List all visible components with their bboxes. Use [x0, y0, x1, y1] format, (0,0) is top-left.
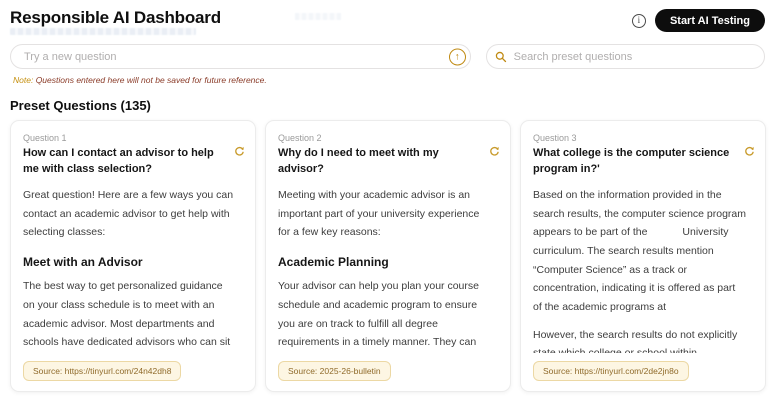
- answer-paragraph: Based on the information provided in the…: [533, 188, 747, 314]
- new-question-input[interactable]: [10, 44, 471, 69]
- answer-scroll-area[interactable]: Great question! Here are a few ways you …: [23, 186, 243, 353]
- answer-paragraph: Your advisor can help you plan your cour…: [278, 280, 479, 349]
- redacted-text: [295, 13, 341, 20]
- question-number-label: Question 2: [278, 133, 322, 144]
- answer-subheading: Academic Planning: [278, 255, 389, 270]
- answer-paragraph: Meeting with your academic advisor is an…: [278, 188, 480, 239]
- question-card-2: Question 2 Why do I need to meet with my…: [265, 120, 511, 393]
- question-card-1: Question 1 How can I contact an advisor …: [10, 120, 256, 393]
- refresh-icon[interactable]: [234, 146, 245, 157]
- header-actions: i Start AI Testing: [631, 9, 765, 32]
- answer-paragraph: Great question! Here are a few ways you …: [23, 188, 234, 239]
- preset-questions-heading: Preset Questions (135): [10, 98, 151, 114]
- search-preset-input[interactable]: [485, 44, 766, 69]
- source-badge[interactable]: Source: https://tinyurl.com/2de2jn8o: [533, 361, 689, 382]
- arrow-up-icon: ↑: [454, 51, 460, 62]
- question-title: How can I contact an advisor to help me …: [23, 147, 214, 175]
- redacted-text: [10, 28, 196, 35]
- start-ai-testing-button[interactable]: Start AI Testing: [654, 9, 765, 32]
- refresh-icon[interactable]: [744, 146, 755, 157]
- search-input-wrap: [485, 44, 766, 69]
- answer-paragraph: However, the search results do not expli…: [533, 328, 738, 353]
- preset-question-cards: Question 1 How can I contact an advisor …: [0, 120, 776, 393]
- answer-subheading: Meet with an Advisor: [23, 255, 143, 270]
- question-number-label: Question 3: [533, 133, 577, 144]
- question-number-label: Question 1: [23, 133, 67, 144]
- answer-scroll-area[interactable]: Based on the information provided in the…: [533, 186, 753, 353]
- answer-paragraph: The best way to get personalized guidanc…: [23, 280, 231, 349]
- refresh-icon[interactable]: [489, 146, 500, 157]
- question-card-3: Question 3 What college is the computer …: [520, 120, 766, 393]
- search-icon: [495, 51, 507, 63]
- source-badge[interactable]: Source: 2025-26-bulletin: [278, 361, 391, 382]
- question-title: What college is the computer science pro…: [533, 147, 730, 175]
- answer-scroll-area[interactable]: Meeting with your academic advisor is an…: [278, 186, 498, 353]
- page-title: Responsible AI Dashboard: [10, 8, 221, 27]
- note-body: Questions entered here will not be saved…: [33, 75, 267, 85]
- submit-question-button[interactable]: ↑: [448, 48, 466, 65]
- new-question-input-wrap: ↑: [10, 44, 471, 69]
- inputs-row: ↑: [0, 32, 776, 69]
- note-text: Note: Questions entered here will not be…: [0, 69, 776, 85]
- question-title: Why do I need to meet with my advisor?: [278, 147, 439, 175]
- source-badge[interactable]: Source: https://tinyurl.com/24n42dh8: [23, 361, 182, 382]
- note-prefix: Note:: [13, 75, 34, 85]
- header: Responsible AI Dashboard i Start AI Test…: [0, 0, 776, 35]
- info-icon[interactable]: i: [631, 13, 646, 28]
